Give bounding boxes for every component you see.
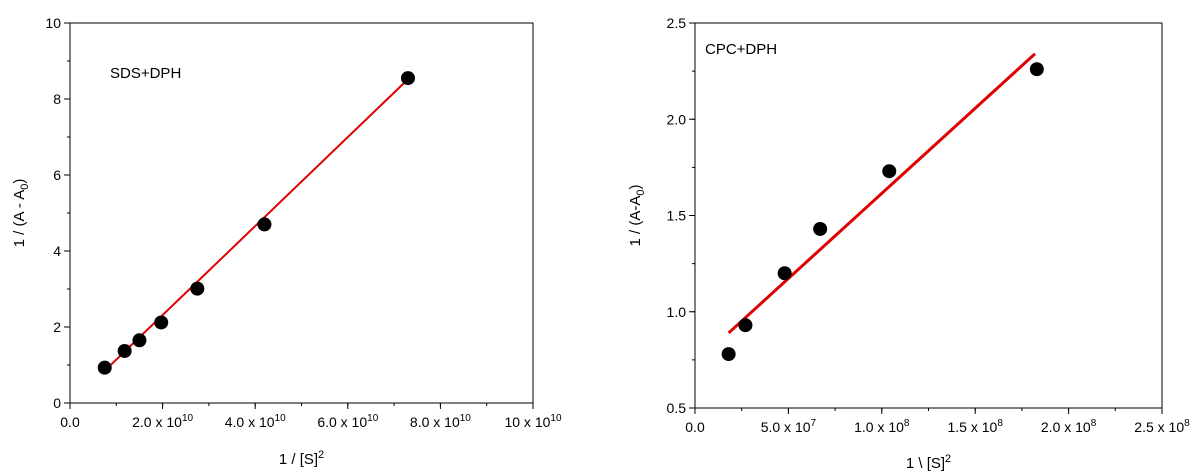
x-tick-label: 2.5 x 108 [1134,418,1190,435]
data-point [257,217,272,232]
x-tick-label: 4.0 x 1010 [225,413,286,430]
x-tick-label: 1.0 x 108 [854,418,910,435]
x-tick-label: 1.5 x 108 [948,418,1004,435]
chart-sds-dph: 0.0 2.0 x 1010 4.0 x 1010 6.0 x 1010 8.0 x 1… [11,15,562,468]
data-point [738,318,753,333]
data-point [1029,62,1044,77]
data-point [117,343,132,358]
y-tick-label: 10 [45,15,61,31]
y-tick-label: 2 [53,319,61,335]
y-tick-label: 1.0 [667,304,687,320]
data-point [777,266,792,281]
x-axis-label: 1 / [S]2 [279,449,324,468]
series-annotation: SDS+DPH [110,65,181,82]
x-tick-label: 2.0 x 1010 [132,413,193,430]
x-tick-label: 8.0 x 1010 [410,413,471,430]
data-point [882,164,897,179]
x-tick-label: 0.0 [60,414,80,430]
data-point [154,315,169,330]
y-tick-label: 0.5 [667,400,687,416]
data-point [132,333,147,348]
y-axis-label: 1 / (A-A0) [627,185,647,247]
y-tick-label: 2.5 [667,15,687,31]
y-tick-label: 4 [53,243,61,259]
y-tick-label: 1.5 [667,208,687,224]
y-tick-label: 8 [53,91,61,107]
x-axis-label: 1 \ [S]2 [906,453,951,472]
x-tick-label: 2.0 x 108 [1041,418,1097,435]
chart-cpc-dph: 0.0 5.0 x 107 1.0 x 108 1.5 x 108 2.0 x 108 2… [627,15,1190,472]
x-tick-label: 0.0 [685,419,705,435]
plot-frame [694,22,1163,409]
x-tick-label: 10 x 1010 [504,413,561,430]
x-tick-label: 5.0 x 107 [761,418,817,435]
y-axis-label: 1 / (A - A0) [11,179,31,248]
x-tick-label: 6.0 x 1010 [317,413,378,430]
fit-line [727,52,1036,335]
data-point [721,347,736,362]
data-point [190,281,205,296]
fit-line [104,78,409,372]
y-tick-label: 0 [53,395,61,411]
data-point [97,360,112,375]
data-point [400,71,415,86]
y-tick-label: 2.0 [667,111,687,127]
series-annotation: CPC+DPH [705,41,777,58]
data-point [813,221,828,236]
y-tick-label: 6 [53,167,61,183]
